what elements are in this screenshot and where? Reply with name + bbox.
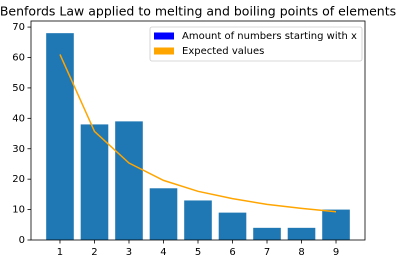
bar	[218, 212, 247, 240]
legend-swatch	[154, 32, 174, 40]
y-tick-label: 40	[12, 113, 25, 124]
x-tick-label: 2	[91, 247, 97, 258]
legend-label: Expected values	[182, 46, 264, 57]
y-tick-label: 10	[12, 205, 25, 216]
x-tick-label: 5	[195, 247, 201, 258]
y-tick-label: 0	[19, 235, 25, 246]
y-tick-label: 20	[12, 174, 25, 185]
legend-label: Amount of numbers starting with x	[182, 31, 357, 42]
bar	[253, 227, 281, 240]
x-tick-label: 8	[298, 247, 304, 258]
x-tick-label: 3	[126, 247, 132, 258]
y-tick-label: 70	[12, 22, 25, 33]
x-tick-label: 1	[57, 247, 63, 258]
x-tick-label: 7	[264, 247, 270, 258]
y-tick-label: 30	[12, 144, 25, 155]
x-tick-label: 9	[333, 247, 339, 258]
axes-frame	[30, 20, 366, 241]
y-tick-label: 50	[12, 83, 25, 94]
line	[59, 54, 337, 213]
bar	[149, 188, 178, 240]
y-tick-label: 60	[12, 53, 25, 64]
chart-title: Benfords Law applied to melting and boil…	[0, 4, 396, 19]
bar	[80, 124, 109, 240]
x-tick-label: 6	[229, 247, 235, 258]
legend-swatch	[154, 47, 174, 55]
bar	[322, 209, 350, 240]
bar	[115, 121, 143, 240]
bar	[184, 200, 212, 240]
bar	[46, 33, 74, 240]
x-tick-label: 4	[160, 247, 166, 258]
bar	[287, 227, 316, 240]
legend-box	[149, 26, 363, 62]
